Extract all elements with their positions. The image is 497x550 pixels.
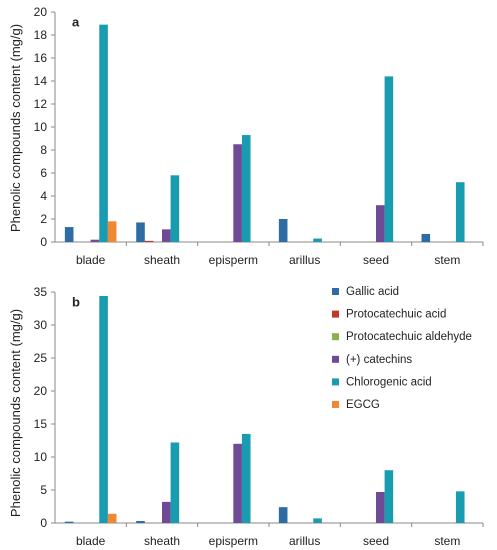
bar	[107, 221, 117, 242]
bar	[313, 238, 322, 242]
x-tick-label: blade	[76, 253, 106, 267]
y-tick-label: 12	[34, 97, 48, 111]
bar	[144, 240, 154, 242]
legend: Gallic acid Protocatechuic acid Protocatec…	[332, 286, 472, 411]
y-tick-label: 30	[34, 318, 48, 332]
panel-a-plot: 0 2 4 6 8 10 12 14 16 18 20 a blade sheath episperm ari…	[34, 5, 484, 267]
y-axis-label-top: Phenolic compounds content (mg/g)	[8, 24, 23, 232]
bar	[233, 443, 242, 523]
y-tick-label: 6	[40, 166, 47, 180]
bar	[376, 205, 385, 242]
bar	[241, 433, 251, 523]
bar	[384, 76, 394, 243]
bar	[64, 227, 74, 242]
y-tick-label: 25	[34, 351, 48, 365]
bar	[170, 442, 180, 523]
x-tick-label: episperm	[209, 253, 258, 267]
bar	[162, 229, 171, 242]
y-tick-label: 35	[34, 285, 48, 299]
bar	[170, 175, 180, 242]
y-tick-label: 20	[34, 384, 48, 398]
x-tick-label: sheath	[144, 534, 180, 548]
x-tick-label: episperm	[209, 534, 258, 548]
y-tick-label: 4	[40, 189, 47, 203]
bar	[162, 501, 171, 523]
legend-swatch	[332, 288, 339, 295]
y-tick-label: 0	[40, 235, 47, 249]
bar	[99, 24, 108, 243]
legend-entry: EGCG	[346, 399, 380, 411]
x-tick-label: stem	[434, 534, 460, 548]
y-tick-label: 0	[40, 516, 47, 530]
legend-entry: Protocatechuic acid	[346, 309, 446, 321]
legend-swatch	[332, 378, 339, 386]
x-tick-label: stem	[434, 253, 460, 267]
bar	[90, 239, 100, 242]
bar	[136, 521, 145, 523]
legend-entry: Protocatechuic aldehyde	[346, 331, 472, 343]
panel-b-plot: 0 5 10 15 20 25 30 35 b blade sheath episperm arillu…	[34, 285, 484, 548]
x-tick-label: seed	[363, 253, 389, 267]
x-tick-label: arillus	[289, 253, 320, 267]
y-tick-label: 5	[40, 483, 47, 497]
y-tick-label: 8	[40, 143, 47, 157]
y-tick-label: 10	[34, 450, 48, 464]
bar	[376, 491, 385, 523]
x-tick-label: arillus	[289, 534, 320, 548]
y-tick-label: 18	[34, 28, 48, 42]
y-tick-label: 14	[34, 74, 48, 88]
y-tick-label: 16	[34, 51, 48, 65]
x-tick-label: sheath	[144, 253, 180, 267]
bar	[421, 233, 431, 242]
legend-entry: (+) catechins	[346, 354, 412, 366]
legend-swatch	[332, 401, 339, 408]
y-tick-label: 15	[34, 417, 48, 431]
bar	[278, 219, 288, 242]
bar	[233, 144, 242, 242]
bar	[455, 491, 465, 523]
y-tick-label: 2	[40, 212, 47, 226]
bar	[107, 513, 117, 523]
legend-entry: Chlorogenic acid	[346, 376, 432, 388]
x-tick-label: seed	[363, 534, 389, 548]
bar	[455, 182, 465, 242]
bar	[136, 222, 145, 242]
panel-label: a	[72, 15, 80, 30]
bar	[64, 521, 74, 523]
bar	[99, 295, 108, 523]
bar	[241, 135, 251, 242]
x-tick-label: blade	[76, 534, 106, 548]
panel-label: b	[72, 295, 80, 310]
legend-swatch	[332, 355, 339, 363]
y-tick-label: 20	[34, 5, 48, 19]
bar	[313, 518, 322, 523]
legend-swatch	[332, 333, 339, 341]
legend-entry: Gallic acid	[346, 286, 399, 298]
bar	[384, 470, 394, 523]
legend-swatch	[332, 310, 339, 318]
y-tick-label: 10	[34, 120, 48, 134]
y-axis-label-bottom: Phenolic compounds content (mg/g)	[8, 309, 23, 517]
bar	[278, 507, 288, 523]
